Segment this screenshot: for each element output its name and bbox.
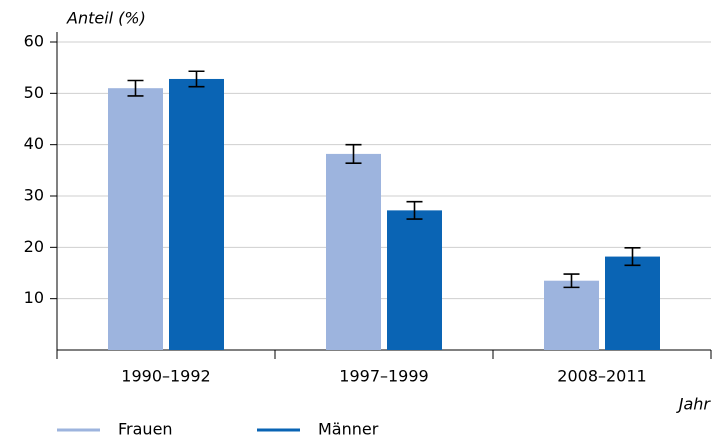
- error-bar: [624, 247, 641, 267]
- y-tick-label: 30: [24, 186, 44, 205]
- legend-label: Männer: [318, 420, 379, 439]
- x-axis-label: Jahr: [676, 395, 712, 414]
- bar: [326, 153, 381, 350]
- bar: [169, 78, 224, 351]
- error-bar: [406, 200, 423, 220]
- bar: [108, 88, 163, 350]
- error-bar: [188, 70, 205, 88]
- y-tick-label: 60: [24, 32, 44, 51]
- bar: [544, 280, 599, 350]
- y-axis-label: Anteil (%): [66, 9, 146, 28]
- x-tick-label: 1997–1999: [339, 367, 428, 386]
- error-bar: [127, 79, 144, 97]
- y-tick-label: 20: [24, 237, 44, 256]
- x-tick-label: 2008–2011: [557, 367, 646, 386]
- y-tick-label: 50: [24, 83, 44, 102]
- y-tick-label: 40: [24, 134, 44, 153]
- bar: [605, 256, 660, 350]
- error-bar: [563, 273, 580, 289]
- y-tick-label: 10: [24, 288, 44, 307]
- bar: [387, 210, 442, 350]
- x-tick-label: 1990–1992: [121, 367, 210, 386]
- error-bar: [345, 143, 362, 164]
- legend-label: Frauen: [118, 420, 173, 439]
